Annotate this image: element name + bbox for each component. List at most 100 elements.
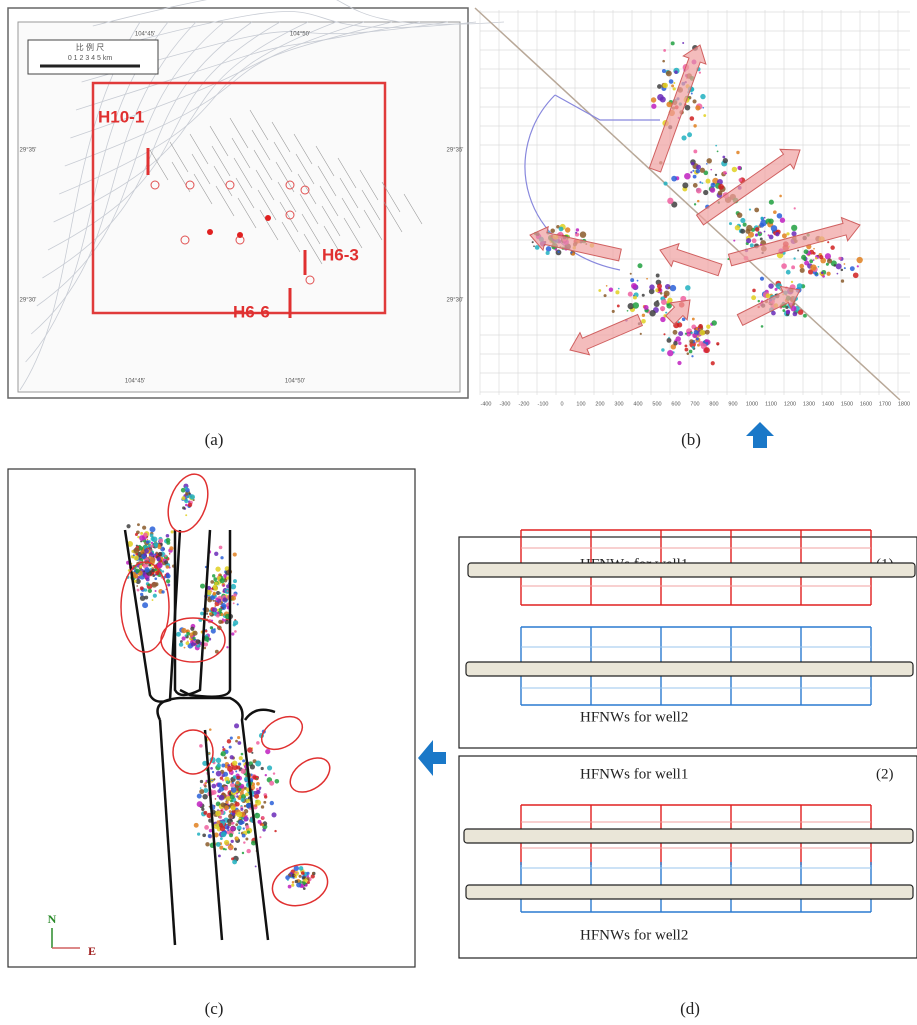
event [144,596,148,600]
event [651,104,656,109]
event [759,223,764,228]
event [696,165,701,170]
event [220,578,225,583]
event [674,70,678,74]
event [155,590,157,592]
event [212,614,214,616]
event [236,776,240,780]
event [703,190,708,195]
event [247,830,250,833]
event [693,124,696,127]
event [791,225,797,231]
event [219,546,223,550]
scale-title: 比 例 尺 [76,42,104,52]
event [228,822,232,826]
event [710,187,715,192]
coord-label: 29°30' [447,298,464,304]
event [216,758,221,763]
event [236,765,240,769]
event [690,171,692,173]
event [199,744,203,748]
event [193,631,198,636]
event [166,574,171,579]
event [212,574,215,577]
event [631,283,637,289]
event [761,325,764,328]
event [642,294,645,297]
event [740,229,745,234]
panel-c: N E [8,469,415,967]
event [237,603,239,605]
event [214,605,216,607]
x-tick-label: 1700 [879,401,891,407]
event [151,542,153,544]
event [692,346,695,349]
event [689,350,693,354]
wellbore [468,563,915,577]
event [768,234,770,236]
event [229,810,232,813]
event [142,526,146,530]
x-tick-label: 900 [728,401,737,407]
event [687,334,689,336]
event [222,618,224,620]
x-tick-label: -400 [480,401,491,407]
event [664,290,670,296]
event [703,114,706,117]
event [710,169,712,171]
event [678,342,681,345]
event [546,251,550,255]
event [202,794,207,799]
x-tick-label: 1300 [803,401,815,407]
x-tick-label: -100 [537,401,548,407]
x-tick-label: 800 [709,401,718,407]
figure: 比 例 尺 0 1 2 3 4 5 km 104°45' 104°50' 104… [0,0,917,1025]
event [137,589,140,592]
event [214,778,216,780]
caption: (b) [681,430,701,449]
event [150,544,153,547]
event [185,504,188,507]
event [692,318,695,321]
event [144,549,149,554]
event [637,263,642,268]
event [238,829,240,831]
event [818,266,820,268]
event [186,495,189,498]
caption: (c) [205,999,224,1018]
event [223,848,226,851]
event [147,539,149,541]
event [196,639,201,644]
event [660,306,665,311]
network-label: HFNWs for well2 [580,927,688,943]
event [210,767,213,770]
event [693,175,697,179]
event [764,217,766,219]
event [285,875,290,880]
event [559,227,564,232]
case-label: (2) [876,766,894,782]
event [247,747,253,753]
event [151,569,155,573]
event [760,277,764,281]
event [705,339,708,342]
event [213,577,217,581]
event [701,182,703,184]
event [231,822,234,825]
event [666,70,672,76]
event [233,579,237,583]
event [640,333,642,335]
event [217,795,219,797]
event [752,238,757,243]
event [737,212,743,218]
event [793,312,798,317]
event [146,540,150,544]
event [685,333,687,335]
x-tick-label: 300 [614,401,623,407]
event [161,590,164,593]
event [667,350,673,356]
event [758,300,760,302]
event [271,812,276,817]
event [793,257,795,259]
event [700,94,705,99]
